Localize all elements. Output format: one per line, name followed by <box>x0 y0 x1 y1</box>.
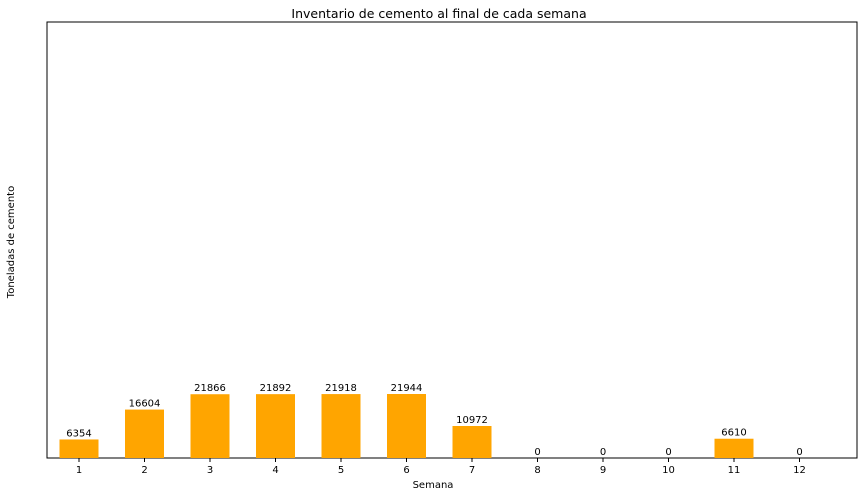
data-label: 10972 <box>456 415 488 426</box>
x-tick-label: 12 <box>793 465 806 476</box>
x-tick-label: 5 <box>338 465 344 476</box>
bar-semana-7 <box>452 426 492 458</box>
x-tick-label: 11 <box>728 465 741 476</box>
bars-group <box>59 394 754 458</box>
plot-frame <box>46 21 858 459</box>
data-label: 6610 <box>721 428 746 439</box>
x-tick-label: 3 <box>207 465 213 476</box>
x-tick-label: 2 <box>141 465 147 476</box>
data-label: 21892 <box>260 383 292 394</box>
bar-semana-11 <box>714 438 754 458</box>
x-ticks-group: 1 2 3 4 5 6 7 8 9 10 11 12 <box>76 458 806 476</box>
x-tick-label: 6 <box>403 465 409 476</box>
data-label: 21918 <box>325 383 357 394</box>
data-label: 0 <box>665 447 671 458</box>
chart-title: Inventario de cemento al final de cada s… <box>291 6 586 21</box>
x-axis-label: Semana <box>413 480 454 491</box>
x-tick-label: 9 <box>600 465 606 476</box>
x-tick-label: 7 <box>469 465 475 476</box>
bar-semana-4 <box>256 394 295 458</box>
y-axis-label: Toneladas de cemento <box>6 186 17 299</box>
data-label: 0 <box>600 447 606 458</box>
data-label: 21866 <box>194 383 226 394</box>
data-label: 6354 <box>66 428 91 439</box>
data-label: 0 <box>534 447 540 458</box>
bar-semana-1 <box>59 439 99 458</box>
bar-semana-5 <box>321 394 361 458</box>
data-labels-group: 6354 16604 21866 21892 21918 21944 10972 0 0 0 661… <box>66 383 802 458</box>
x-tick-label: 8 <box>534 465 540 476</box>
bar-semana-2 <box>125 409 164 458</box>
bar-semana-6 <box>387 394 426 458</box>
data-label: 0 <box>796 447 802 458</box>
data-label: 16604 <box>129 399 161 410</box>
x-tick-label: 1 <box>76 465 82 476</box>
x-tick-label: 4 <box>272 465 278 476</box>
x-tick-label: 10 <box>662 465 675 476</box>
data-label: 21944 <box>391 383 423 394</box>
bar-semana-3 <box>190 394 230 458</box>
